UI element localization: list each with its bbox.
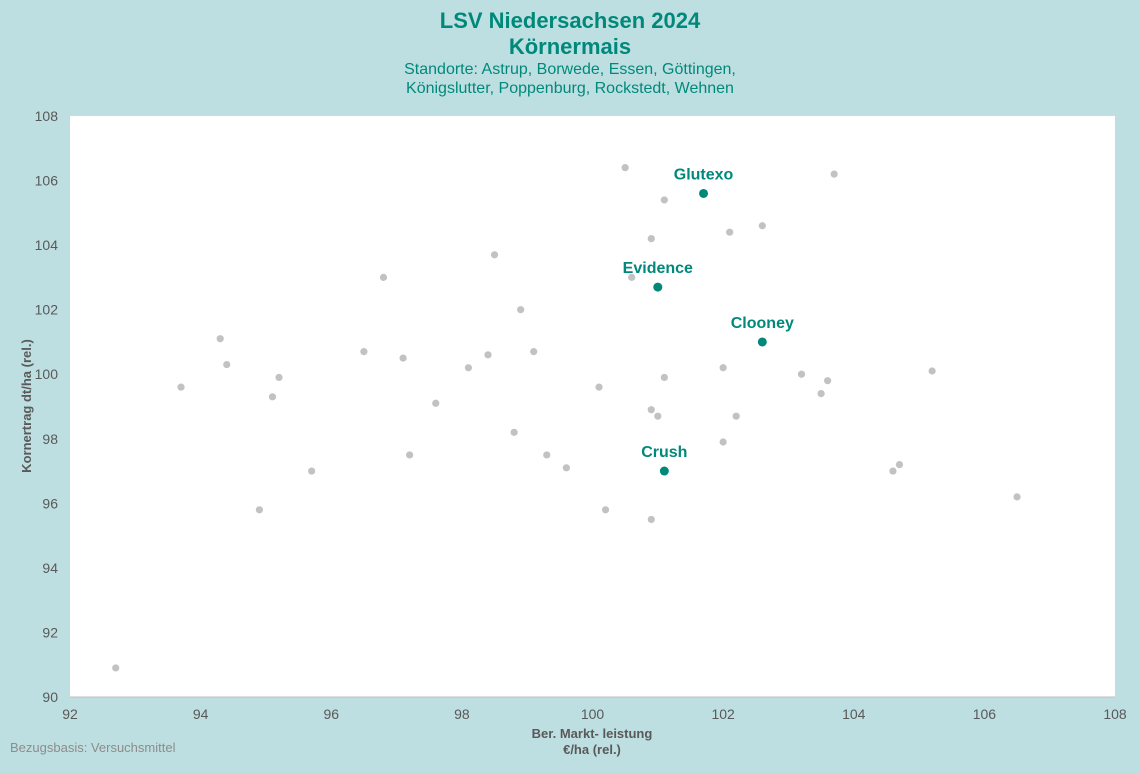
- data-point: [530, 348, 538, 356]
- x-axis-title-line1: Ber. Markt- leistung: [532, 726, 653, 741]
- data-point: [255, 506, 264, 514]
- footnote: Bezugsbasis: Versuchsmittel: [10, 740, 176, 755]
- data-point: [889, 467, 897, 475]
- x-tick-label: 100: [581, 706, 605, 722]
- data-point: [719, 364, 727, 372]
- highlight-label-crush: Crush: [641, 444, 687, 461]
- data-point: [517, 306, 525, 314]
- data-point: [223, 360, 231, 369]
- data-point: [601, 506, 610, 514]
- x-tick-label: 92: [62, 706, 78, 722]
- chart-subtitle-line1: Standorte: Astrup, Borwede, Essen, Götti…: [404, 61, 736, 78]
- data-point: [406, 451, 414, 459]
- data-point: [432, 399, 440, 407]
- x-tick-label: 106: [973, 706, 997, 722]
- data-point: [464, 364, 473, 372]
- chart-header: LSV Niedersachsen 2024 Körnermais Stando…: [0, 8, 1140, 98]
- x-axis-title-line2: €/ha (rel.): [563, 742, 621, 757]
- highlight-label-clooney: Clooney: [731, 315, 794, 332]
- y-tick-label: 98: [42, 431, 58, 447]
- highlight-point-glutexo: [699, 188, 709, 198]
- data-point: [562, 464, 570, 472]
- data-point: [797, 370, 806, 378]
- data-point: [817, 389, 825, 398]
- data-point: [275, 373, 283, 382]
- chart-title: LSV Niedersachsen 2024: [439, 8, 701, 33]
- y-tick-label: 90: [42, 689, 58, 705]
- chart-subtitle-line2: Königslutter, Poppenburg, Rockstedt, Weh…: [406, 80, 734, 97]
- y-tick-label: 100: [35, 366, 59, 382]
- chart-title-crop: Körnermais: [508, 34, 632, 59]
- data-point: [628, 273, 636, 281]
- data-point: [621, 164, 629, 172]
- x-tick-label: 102: [711, 706, 735, 722]
- x-tick-label: 104: [842, 706, 866, 722]
- data-point: [216, 335, 224, 343]
- data-point: [719, 438, 727, 446]
- highlight-point-clooney: [757, 337, 767, 347]
- highlight-point-evidence: [653, 282, 663, 292]
- data-point: [647, 235, 655, 243]
- data-point: [758, 222, 766, 230]
- data-point: [510, 428, 518, 436]
- data-point: [268, 393, 277, 401]
- data-point: [647, 406, 655, 414]
- data-point: [824, 377, 832, 385]
- plot-area: [70, 116, 1115, 697]
- data-point: [360, 348, 368, 356]
- data-point: [490, 251, 499, 259]
- data-point: [484, 351, 492, 359]
- data-point: [732, 412, 740, 420]
- highlight-point-crush: [659, 466, 669, 476]
- y-tick-label: 92: [42, 624, 58, 640]
- x-tick-label: 96: [323, 706, 339, 722]
- data-point: [308, 467, 316, 475]
- data-point: [660, 196, 668, 204]
- data-point: [177, 383, 185, 391]
- data-point: [928, 367, 936, 375]
- y-tick-label: 106: [35, 173, 59, 189]
- data-point: [595, 383, 603, 391]
- data-point: [543, 451, 551, 459]
- data-point: [654, 412, 662, 420]
- x-tick-label: 108: [1103, 706, 1127, 722]
- data-point: [1013, 493, 1021, 501]
- x-tick-label: 98: [454, 706, 470, 722]
- data-point: [379, 273, 388, 281]
- data-point: [647, 515, 655, 524]
- y-axis-title: Kornertrag dt/ha (rel.): [19, 339, 34, 473]
- data-point: [399, 354, 407, 362]
- x-tick-label: 94: [193, 706, 209, 722]
- data-point: [895, 461, 904, 469]
- y-tick-label: 94: [42, 560, 58, 576]
- y-tick-label: 96: [42, 495, 58, 511]
- y-tick-label: 108: [35, 108, 59, 124]
- y-tick-label: 102: [35, 302, 59, 318]
- data-point: [726, 228, 734, 236]
- data-point: [830, 170, 838, 178]
- data-point: [112, 664, 120, 672]
- highlight-label-glutexo: Glutexo: [674, 166, 734, 183]
- highlight-label-evidence: Evidence: [623, 260, 693, 277]
- y-tick-label: 104: [35, 237, 59, 253]
- data-point: [660, 373, 668, 382]
